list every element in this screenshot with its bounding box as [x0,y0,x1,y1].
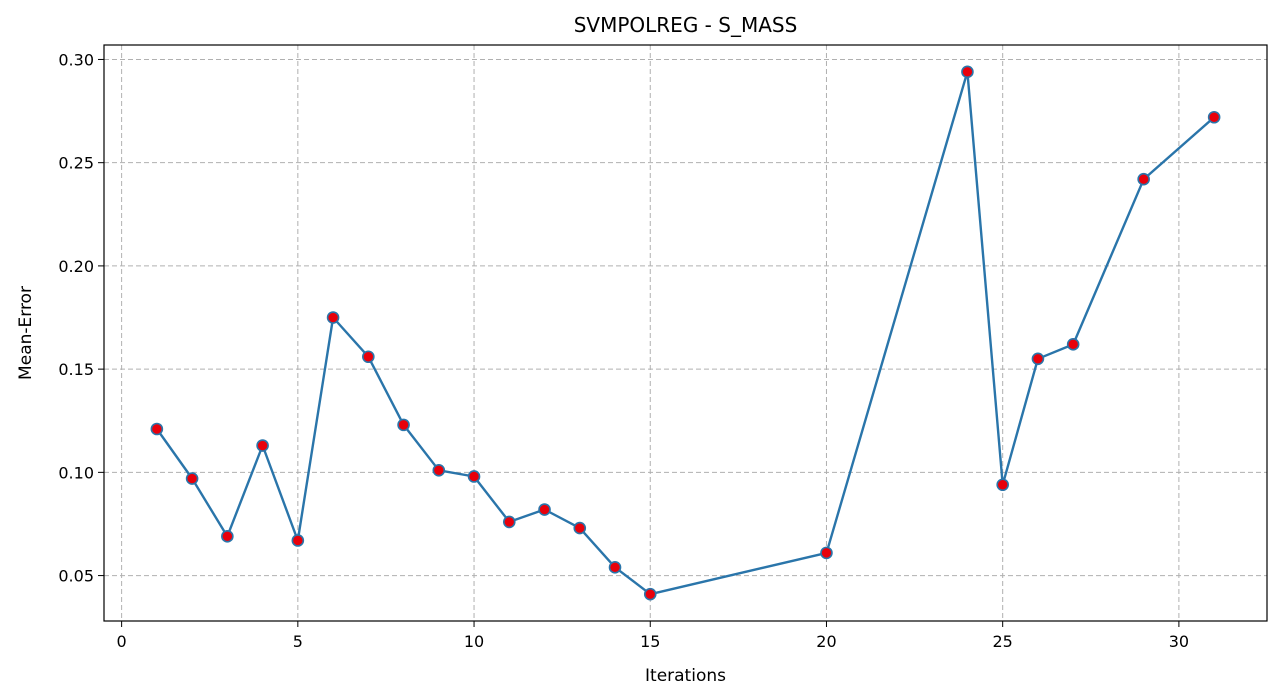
y-tick-label: 0.15 [58,360,94,379]
data-point [1207,110,1221,124]
y-tick-label: 0.30 [58,50,94,69]
data-point [573,521,587,535]
data-point [467,470,481,483]
data-point [608,561,622,574]
data-point [961,65,974,79]
x-tick-label: 10 [464,632,484,651]
data-point [996,478,1009,492]
data-point [1137,172,1150,186]
data-point [221,530,234,543]
x-tick-label: 15 [640,632,660,651]
x-axis-label: Iterations [645,666,726,686]
y-tick-label: 0.25 [58,154,94,173]
grid-lines [104,45,1267,621]
series-line [155,70,1215,596]
data-point [362,350,375,364]
x-tick-label: 25 [993,632,1013,651]
x-tick-label: 5 [293,632,303,651]
x-axis-ticks: 0 5 10 15 20 25 30 [117,621,1189,651]
data-point [397,418,410,432]
x-tick-label: 20 [816,632,836,651]
y-axis-ticks: 0.05 0.10 0.15 0.20 0.25 0.30 [58,50,104,586]
data-series [150,65,1221,601]
data-point [643,587,657,601]
data-point [185,472,199,485]
data-point [538,503,551,516]
data-point [256,439,269,452]
x-tick-label: 0 [117,632,127,651]
data-point [326,311,340,324]
data-point [1031,352,1045,366]
chart-title: SVMPOLREG - S_MASS [574,13,798,37]
data-point [820,546,833,560]
x-tick-label: 30 [1169,632,1189,651]
data-point [1066,338,1080,351]
y-tick-label: 0.05 [58,567,94,586]
y-tick-label: 0.20 [58,257,94,276]
data-point [502,515,516,529]
plot-frame [103,44,1268,622]
data-point [150,422,164,436]
y-axis-label: Mean-Error [16,286,36,380]
y-tick-label: 0.10 [58,463,94,482]
data-point [432,463,446,477]
data-point [291,534,305,547]
